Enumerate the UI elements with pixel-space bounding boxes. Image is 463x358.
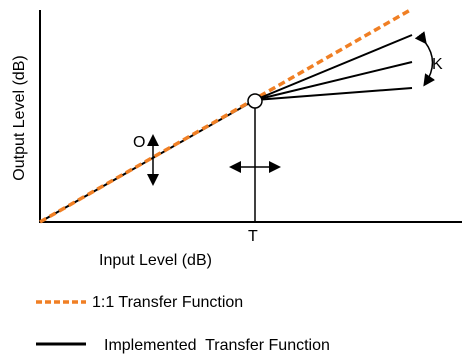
legend: 1:1 Transfer Function Implemented Transf… [36,294,330,354]
reference-1to1-line [39,7,413,224]
legend-item-reference-label: 1:1 Transfer Function [92,294,243,311]
y-axis-label: Output Level (dB) [11,55,28,180]
knee-label: K [432,56,443,73]
offset-label: O [133,134,145,151]
knee-point-marker [247,93,263,109]
implemented-slope-mid [254,61,413,101]
legend-item-implemented-label: Implemented Transfer Function [104,337,330,354]
knee-adjust-arrow [414,31,436,87]
implemented-slope-low [254,87,413,101]
x-axis-label: Input Level (dB) [99,252,212,269]
implemented-slope-high [254,34,413,101]
threshold-label: T [248,228,258,245]
